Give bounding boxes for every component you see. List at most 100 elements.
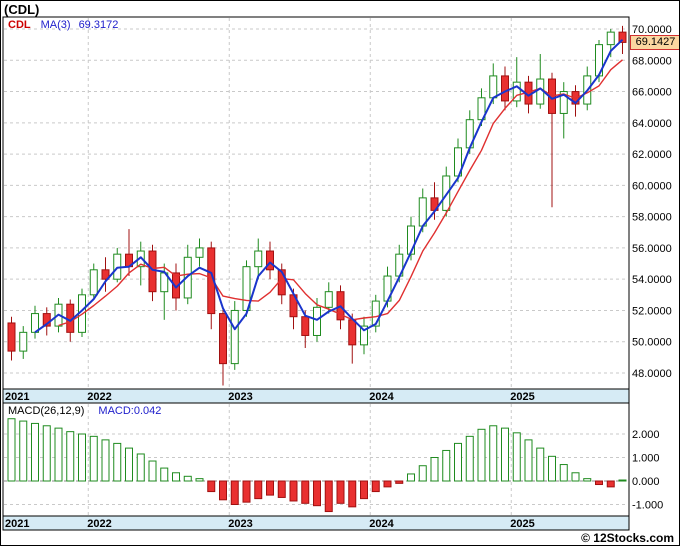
macd-legend-value: MACD:0.042	[98, 405, 162, 417]
candle-body	[559, 91, 568, 114]
macd-bar	[571, 472, 580, 482]
price-axis-tick: 48.0000	[632, 368, 672, 380]
macd-bar	[583, 478, 592, 482]
symbol-title: (CDL)	[4, 2, 40, 17]
macd-bar	[430, 457, 439, 482]
macd-bar	[289, 480, 298, 502]
candle-body	[371, 300, 380, 327]
macd-bar	[136, 453, 145, 482]
macd-bar	[101, 439, 110, 482]
macd-bar	[348, 480, 357, 508]
macd-bar	[442, 449, 451, 482]
year-label: 2021	[5, 391, 29, 403]
macd-bar	[524, 439, 533, 482]
macd-bar	[89, 435, 98, 482]
price-legend-ma-label: MA(3)	[40, 19, 71, 31]
macd-bar	[277, 480, 286, 498]
price-axis-tick: 52.0000	[632, 305, 672, 317]
price-axis-tick: 68.0000	[632, 55, 672, 67]
macd-legend: MACD(26,12,9) MACD:0.042	[8, 405, 161, 417]
candles	[7, 25, 627, 386]
candle-body	[324, 291, 333, 308]
macd-bar	[42, 425, 51, 482]
macd-pane-border	[2, 402, 630, 517]
macd-bar	[219, 480, 227, 501]
candle-body	[7, 322, 16, 352]
price-legend: CDL MA(3) 69.3172	[8, 19, 126, 31]
macd-bar	[19, 420, 28, 482]
candle-body	[501, 75, 509, 102]
year-label: 2025	[510, 391, 534, 403]
macd-histogram	[7, 418, 627, 513]
macd-bar	[383, 480, 392, 488]
macd-bar	[454, 442, 462, 482]
macd-bar	[336, 480, 345, 504]
macd-bar	[371, 480, 380, 493]
macd-bar	[465, 435, 474, 482]
candle-body	[230, 309, 239, 365]
macd-bar	[536, 447, 545, 482]
price-axis-tick: 62.0000	[632, 149, 672, 161]
macd-bar	[606, 480, 615, 488]
macd-bar	[125, 447, 133, 482]
candle-body	[31, 313, 39, 333]
candle-body	[195, 247, 204, 258]
macd-bar	[407, 473, 415, 482]
price-axis-tick: 56.0000	[632, 243, 672, 255]
candle-body	[313, 306, 321, 336]
macd-bar	[477, 428, 486, 482]
macd-bar	[301, 480, 310, 504]
price-axis-tick: 54.0000	[632, 274, 672, 286]
ma-line-3	[34, 38, 624, 334]
year-label: 2024	[369, 518, 394, 530]
macd-bar	[254, 480, 263, 500]
candle-body	[42, 313, 51, 327]
candle-body	[606, 31, 615, 46]
year-label: 2023	[228, 391, 252, 403]
price-axis-tick: 70.0000	[632, 24, 672, 36]
watermark-12stocks: © 12Stocks.com	[581, 531, 674, 545]
price-axis-tick: 64.0000	[632, 118, 672, 130]
macd-bar	[148, 460, 157, 482]
macd-bar	[78, 433, 86, 482]
macd-bar	[54, 427, 63, 482]
macd-legend-label: MACD(26,12,9)	[8, 405, 85, 417]
year-label: 2022	[87, 391, 111, 403]
macd-bar	[207, 480, 216, 493]
price-axis-tick: 50.0000	[632, 337, 672, 349]
price-axis-tick: 60.0000	[632, 180, 672, 192]
candle-body	[183, 256, 192, 299]
price-pane-border	[2, 16, 630, 390]
macd-bar	[418, 465, 427, 482]
candle-body	[301, 316, 310, 336]
macd-axis-tick: 2.000	[632, 429, 660, 441]
year-label: 2024	[369, 391, 394, 403]
candle-body	[618, 31, 627, 43]
macd-bar	[548, 455, 556, 482]
macd-bar	[395, 480, 404, 484]
year-label: 2022	[87, 518, 111, 530]
price-axis-tick: 66.0000	[632, 87, 672, 99]
last-price-badge: 69.1427	[630, 35, 679, 51]
price-axis-tick: 58.0000	[632, 212, 672, 224]
macd-bar	[489, 425, 498, 482]
candle-body	[360, 325, 368, 346]
candle-body	[348, 319, 357, 346]
candle-body	[266, 250, 274, 271]
candle-body	[254, 250, 263, 268]
macd-bar	[313, 480, 321, 507]
macd-bar	[183, 475, 192, 482]
year-label: 2021	[5, 518, 29, 530]
year-label: 2023	[228, 518, 252, 530]
candle-body	[512, 81, 521, 102]
macd-bar	[172, 472, 180, 482]
macd-axis-tick: 0.000	[632, 476, 660, 488]
candle-body	[89, 269, 98, 296]
candle-body	[101, 269, 110, 280]
macd-bar	[113, 442, 122, 482]
price-legend-ma-value: 69.3172	[78, 19, 119, 31]
macd-bar	[195, 478, 204, 482]
macd-bar	[242, 480, 251, 503]
macd-bar	[559, 464, 568, 482]
